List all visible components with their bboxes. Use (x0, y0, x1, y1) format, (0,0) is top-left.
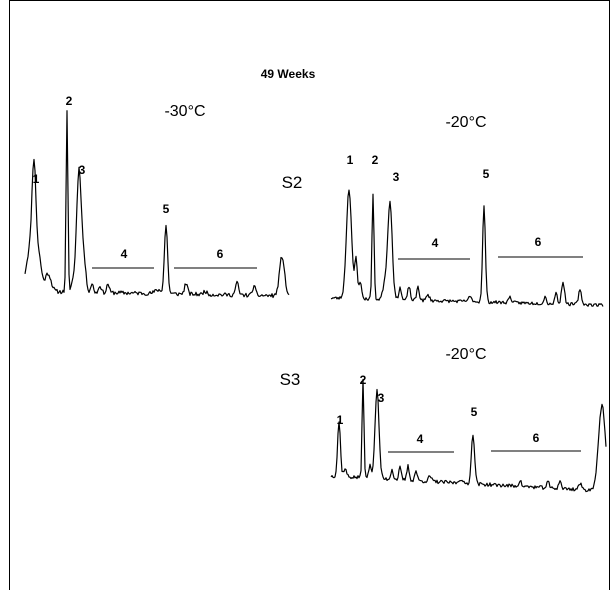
panel-temperature-label: -30°C (164, 103, 205, 120)
peak-label: 3 (79, 163, 86, 177)
peak-label: 1 (337, 413, 344, 427)
panel-s2-minus20: -20°C 1 2 3 5 4 6 (330, 114, 604, 307)
panel-s2-minus30: -30°C 1 2 3 5 4 6 (24, 94, 290, 299)
sample-label-s3: S3 (280, 370, 301, 389)
panel-s3-minus20: -20°C 1 2 3 5 4 6 (330, 346, 607, 493)
trace-line (330, 378, 607, 493)
sample-label-s2: S2 (282, 173, 303, 192)
panel-temperature-label: -20°C (445, 114, 486, 131)
peak-label: 5 (483, 167, 490, 181)
peak-label: 1 (347, 153, 354, 167)
peak-label: 2 (360, 373, 367, 387)
peak-label: 5 (471, 405, 478, 419)
trace-line (24, 110, 290, 299)
region-label: 6 (533, 431, 540, 445)
peak-label: 3 (378, 391, 385, 405)
peak-label: 2 (372, 153, 379, 167)
trace-line (330, 189, 604, 307)
figure-frame (9, 0, 610, 590)
region-label: 4 (121, 247, 128, 261)
region-label: 6 (535, 235, 542, 249)
region-label: 6 (217, 247, 224, 261)
peak-label: 5 (163, 202, 170, 216)
region-label: 4 (432, 236, 439, 250)
figure-title: 49 Weeks (261, 67, 316, 81)
peak-label: 1 (33, 172, 40, 186)
region-label: 4 (417, 432, 424, 446)
peak-label: 2 (66, 94, 73, 108)
panel-temperature-label: -20°C (445, 346, 486, 363)
peak-label: 3 (393, 170, 400, 184)
